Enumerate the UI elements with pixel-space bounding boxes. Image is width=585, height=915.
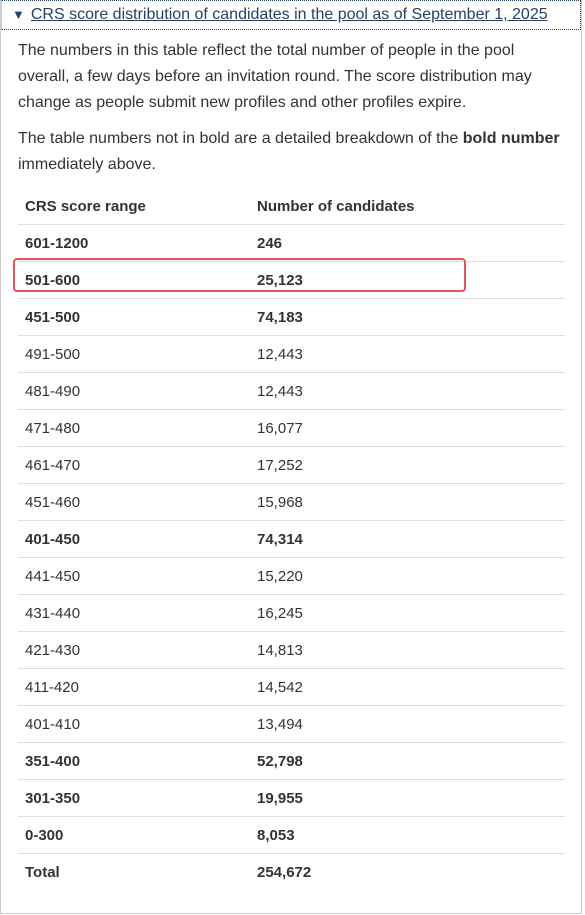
total-count-cell: 254,672 xyxy=(257,863,312,881)
table-row: 451-460 15,968 xyxy=(18,483,565,521)
count-cell: 16,077 xyxy=(250,409,565,447)
table-row: 421-430 14,813 xyxy=(18,631,565,669)
count-cell: 16,245 xyxy=(250,594,565,632)
summary-link[interactable]: CRS score distribution of candidates in … xyxy=(30,6,548,23)
table-header-row: CRS score range Number of candidates xyxy=(18,188,565,225)
breakdown-text-before: The table numbers not in bold are a deta… xyxy=(18,130,463,147)
count-cell: 52,798 xyxy=(250,742,565,780)
count-cell: 246 xyxy=(250,224,565,262)
breakdown-text-bold: bold number xyxy=(462,130,560,147)
total-label-cell: Total xyxy=(25,863,60,881)
count-cell: 12,443 xyxy=(250,372,565,410)
table-row: 401-410 13,494 xyxy=(18,705,565,743)
table-row: 351-400 52,798 xyxy=(18,742,565,780)
count-cell: 74,314 xyxy=(250,520,565,558)
intro-paragraph: The numbers in this table reflect the to… xyxy=(18,42,532,111)
count-cell: 15,968 xyxy=(250,483,565,521)
table-row: 601-1200 246 xyxy=(18,224,565,262)
count-cell: 14,813 xyxy=(250,631,565,669)
count-cell: 14,542 xyxy=(250,668,565,706)
breakdown-paragraph: The table numbers not in bold are a deta… xyxy=(18,126,564,178)
range-cell: 451-460 xyxy=(18,483,250,521)
details-summary[interactable]: ▼ CRS score distribution of candidates in… xyxy=(1,0,581,30)
table-row: 431-440 16,245 xyxy=(18,594,565,632)
triangle-down-icon: ▼ xyxy=(12,7,25,22)
table-row-total: Total 254,672 xyxy=(18,854,565,891)
range-cell: 601-1200 xyxy=(18,224,250,262)
range-cell: 451-500 xyxy=(18,298,250,336)
count-cell: 13,494 xyxy=(250,705,565,743)
range-cell: 491-500 xyxy=(18,335,250,373)
count-cell: 15,220 xyxy=(250,557,565,595)
range-cell: 421-430 xyxy=(18,631,250,669)
table-row: 401-450 74,314 xyxy=(18,520,565,558)
range-cell: 401-450 xyxy=(18,520,250,558)
table-row: 441-450 15,220 xyxy=(18,557,565,595)
count-cell: 25,123 xyxy=(250,261,565,299)
table-row: 0-300 8,053 xyxy=(18,816,565,854)
range-cell: 441-450 xyxy=(18,557,250,595)
count-cell: 19,955 xyxy=(250,779,565,817)
table-row: 301-350 19,955 xyxy=(18,779,565,817)
table-row: 471-480 16,077 xyxy=(18,409,565,447)
table-row: 461-470 17,252 xyxy=(18,446,565,484)
header-crs-score-range: CRS score range xyxy=(18,188,250,225)
table-row: 481-490 12,443 xyxy=(18,372,565,410)
range-cell: 501-600 xyxy=(18,261,250,299)
range-cell: 471-480 xyxy=(18,409,250,447)
range-cell: 431-440 xyxy=(18,594,250,632)
count-cell: 8,053 xyxy=(250,816,565,854)
count-cell: 12,443 xyxy=(250,335,565,373)
count-cell: 17,252 xyxy=(250,446,565,484)
crs-distribution-table: CRS score range Number of candidates 601… xyxy=(18,188,565,890)
range-cell: 411-420 xyxy=(18,668,250,706)
header-number-of-candidates: Number of candidates xyxy=(250,188,565,225)
range-cell: 0-300 xyxy=(18,816,250,854)
table-body: 601-1200 246 501-600 25,123 451-500 74,183 … xyxy=(18,224,565,891)
table-row: 491-500 12,443 xyxy=(18,335,565,373)
range-cell: 481-490 xyxy=(18,372,250,410)
range-cell: 401-410 xyxy=(18,705,250,743)
range-cell: 461-470 xyxy=(18,446,250,484)
table-row: 451-500 74,183 xyxy=(18,298,565,336)
count-cell: 74,183 xyxy=(250,298,565,336)
breakdown-text-after: immediately above. xyxy=(18,156,156,173)
range-cell: 301-350 xyxy=(18,779,250,817)
range-cell: 351-400 xyxy=(18,742,250,780)
table-row: 501-600 25,123 xyxy=(18,261,565,299)
table-row: 411-420 14,542 xyxy=(18,668,565,706)
details-body: The numbers in this table reflect the to… xyxy=(1,30,581,890)
